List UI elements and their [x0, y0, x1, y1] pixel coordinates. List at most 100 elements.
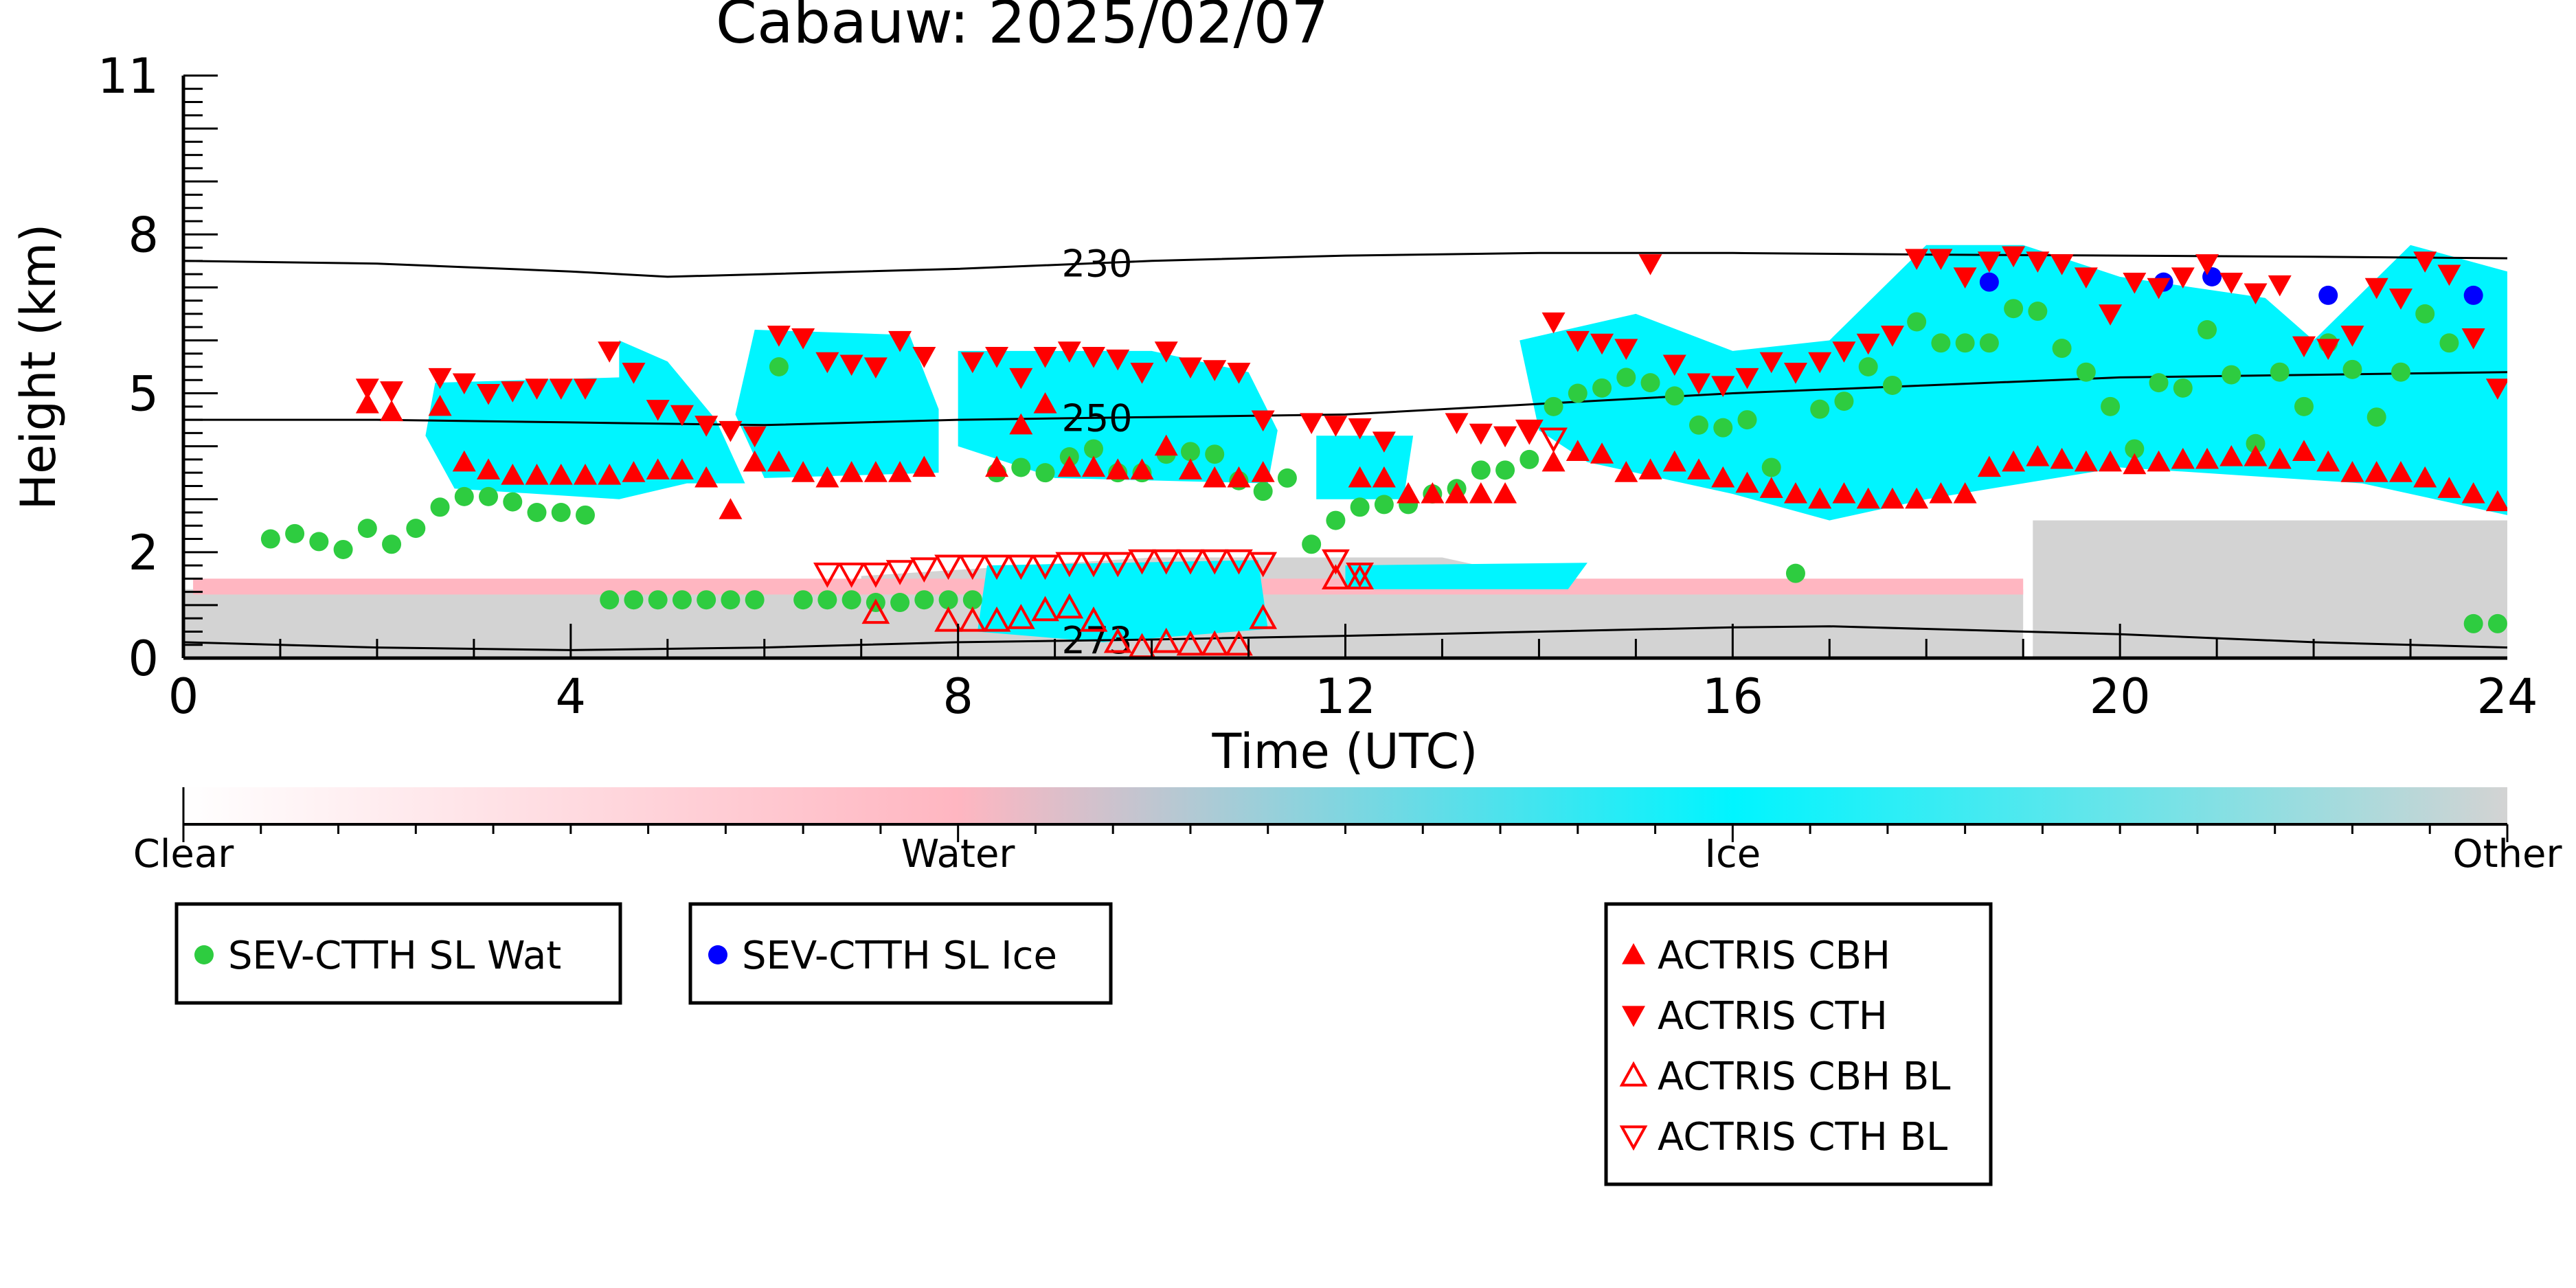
data-point	[2461, 482, 2485, 504]
other-layer	[2033, 520, 2507, 658]
x-tick-label: 4	[556, 668, 587, 725]
data-point	[525, 464, 549, 485]
data-point	[1759, 477, 1783, 498]
data-point	[1421, 482, 1445, 504]
data-point	[2101, 396, 2121, 416]
data-point	[1977, 251, 2001, 273]
data-point	[2173, 378, 2193, 398]
data-point	[452, 373, 476, 395]
data-point	[837, 563, 866, 588]
colorbar-label: Water	[901, 832, 1016, 877]
data-point	[791, 328, 815, 350]
data-point	[622, 363, 646, 384]
data-point	[2268, 275, 2292, 297]
data-point	[890, 593, 910, 613]
data-point	[479, 486, 499, 506]
data-point	[1203, 360, 1227, 381]
data-point	[2316, 450, 2340, 472]
data-point	[2316, 339, 2340, 361]
data-point	[2485, 379, 2507, 400]
data-point	[1300, 413, 1324, 434]
data-point	[1832, 482, 1856, 504]
legend-label: ACTRIS CBH	[1658, 934, 1890, 978]
data-point	[1203, 466, 1227, 488]
data-point	[1929, 249, 1953, 270]
plot-axes: 0 4 8 12 16 20 24 0 2 5 8 11	[98, 48, 2538, 725]
data-point	[1326, 510, 1346, 530]
data-point	[573, 379, 597, 400]
data-point	[1471, 460, 1491, 480]
data-point	[2050, 254, 2074, 275]
data-point	[1178, 357, 1202, 379]
data-point	[2415, 304, 2435, 324]
data-point	[1590, 333, 1614, 355]
data-point	[1152, 627, 1181, 653]
data-point	[1907, 312, 1927, 332]
data-point	[1519, 449, 1539, 469]
data-point	[1566, 330, 1590, 352]
y-tick-label: 0	[128, 631, 159, 687]
data-point	[2391, 362, 2410, 382]
data-point	[1882, 375, 1902, 395]
data-point	[2197, 320, 2217, 340]
data-point	[380, 400, 404, 422]
data-point	[1200, 630, 1229, 656]
data-point	[1783, 482, 1807, 504]
data-point	[909, 557, 938, 583]
data-point	[962, 590, 982, 610]
data-point	[1664, 386, 1684, 406]
data-point	[1033, 346, 1057, 368]
colorbar-label: Clear	[133, 832, 234, 877]
data-point	[2485, 490, 2507, 512]
data-point	[525, 379, 549, 400]
data-point	[1955, 333, 1975, 353]
data-point	[1346, 563, 1375, 588]
data-point	[2463, 285, 2483, 305]
data-point	[672, 590, 692, 610]
data-point	[646, 458, 670, 479]
series-actris-cth-bl	[813, 419, 1568, 588]
data-point	[697, 590, 716, 610]
data-point	[769, 357, 789, 376]
data-point	[1251, 461, 1275, 482]
data-point	[2340, 326, 2364, 347]
data-point	[2366, 407, 2386, 427]
data-point	[2463, 613, 2483, 633]
data-point	[815, 352, 839, 374]
y-axis-label: Height (km)	[10, 224, 67, 510]
legend-marker	[1619, 1061, 1648, 1087]
data-point	[1590, 442, 1614, 464]
data-point	[1225, 630, 1253, 656]
colorbar-label: Ice	[1704, 832, 1761, 877]
series-actris-cbh-bl	[861, 564, 1375, 658]
data-point	[2002, 246, 2026, 268]
data-point	[743, 450, 767, 472]
data-point	[2437, 264, 2461, 286]
data-point	[1761, 457, 1781, 477]
data-point	[549, 379, 573, 400]
legend-box	[688, 902, 1113, 1005]
data-point	[1322, 564, 1350, 589]
data-point	[2050, 447, 2074, 469]
data-point	[813, 563, 841, 588]
data-point	[1277, 468, 1297, 488]
data-point	[1176, 549, 1205, 575]
data-point	[2413, 466, 2437, 488]
data-point	[2219, 445, 2244, 466]
legend-box	[1604, 902, 1993, 1186]
data-point	[2074, 267, 2098, 289]
data-point	[1735, 368, 1759, 389]
data-point	[428, 394, 452, 416]
data-point	[1322, 549, 1350, 575]
data-point	[1006, 604, 1035, 629]
data-point	[1469, 482, 1493, 504]
data-point	[745, 590, 765, 610]
data-point	[1079, 552, 1108, 578]
data-point	[2099, 304, 2123, 326]
data-point	[549, 464, 573, 485]
legends: SEV-CTTH SL Wat SEV-CTTH SL Ice ACTRIS CBH…	[174, 902, 1993, 1186]
data-point	[1515, 419, 1544, 445]
series-sev-ctth-sl-wat	[260, 299, 2507, 633]
contour-label-250: 250	[1061, 396, 1132, 440]
data-point	[1880, 326, 1904, 347]
